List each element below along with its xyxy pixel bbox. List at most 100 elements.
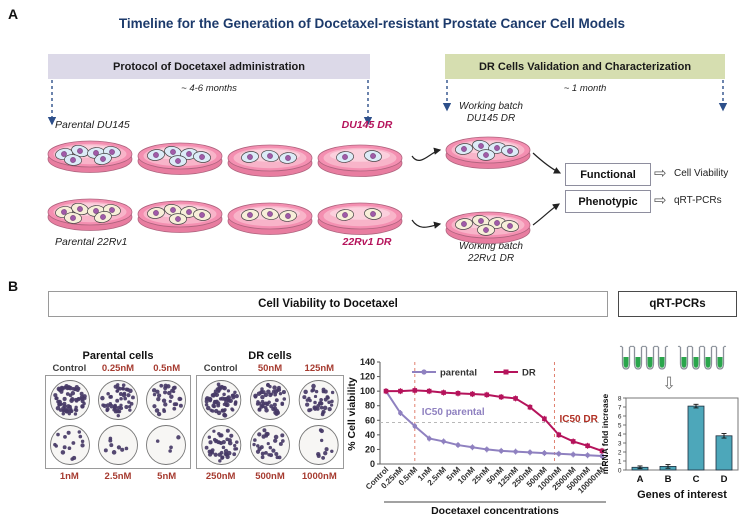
cell	[169, 155, 187, 167]
svg-text:4: 4	[618, 431, 622, 438]
dr-colony-wells	[201, 380, 339, 465]
cell	[261, 150, 279, 162]
svg-text:C: C	[693, 474, 700, 485]
qrtpcr-header-box: qRT-PCRs	[618, 291, 737, 317]
cell	[147, 207, 165, 219]
pcr-tube	[643, 345, 657, 370]
svg-text:2: 2	[618, 449, 622, 456]
dr-top-dose-labels: Control 50nM 125nM	[203, 363, 335, 374]
curved-arrow-to-phenotypic	[532, 203, 560, 226]
x-axis-title: Docetaxel concentrations	[431, 505, 559, 517]
parental-colony-box	[45, 375, 191, 469]
cell	[501, 145, 519, 157]
pcr-tube	[701, 345, 715, 370]
line-series-parental	[383, 388, 605, 459]
svg-text:40: 40	[365, 430, 375, 440]
cell	[364, 150, 382, 162]
colony-well	[298, 425, 339, 465]
cell	[94, 211, 112, 223]
validation-duration: ~ 1 month	[563, 83, 607, 94]
dr-colony-panel: Control 50nM 125nM 250nM 500nM 1000nM	[196, 363, 344, 482]
svg-text:100: 100	[360, 386, 375, 396]
petri-dish-22rv1-3	[227, 202, 313, 235]
pcr-tube	[677, 345, 691, 370]
petri-dish-du145-1	[47, 140, 133, 173]
cell	[455, 218, 473, 230]
svg-text:120: 120	[360, 372, 375, 382]
svg-text:DR: DR	[522, 368, 536, 379]
line-series-DR	[383, 387, 605, 454]
cell	[169, 213, 187, 225]
svg-text:140: 140	[360, 357, 375, 367]
protocol-duration: ~ 4-6 months	[181, 83, 237, 94]
dr-cells-title: DR cells	[248, 350, 292, 362]
du145-dr-label: DU145 DR	[341, 119, 393, 131]
svg-text:0: 0	[370, 459, 375, 469]
bar-C	[687, 403, 705, 471]
parental-cells-title: Parental cells	[82, 350, 154, 362]
petri-dish-22rv1-1	[47, 198, 133, 231]
petri-dish-working-du145	[445, 136, 531, 169]
dr-bottom-dose-labels: 250nM 500nM 1000nM	[205, 471, 337, 482]
cell	[336, 151, 354, 163]
functional-result-label: Cell Viability	[674, 168, 729, 179]
svg-text:parental: parental	[440, 368, 477, 379]
parental-bottom-dose-labels: 1nM 2.5nM 5nM	[59, 471, 177, 482]
svg-text:20: 20	[365, 444, 375, 454]
curved-arrow-to-working-batch	[411, 147, 442, 161]
right-arrow-icon: ⇨	[654, 165, 667, 182]
petri-dish-22rv1-dr	[317, 202, 403, 235]
cell	[241, 209, 259, 221]
protocol-header-label: Protocol of Docetaxel administration	[113, 60, 305, 73]
svg-text:80: 80	[365, 401, 375, 411]
panel-a-label: A	[8, 6, 19, 22]
svg-text:7: 7	[618, 404, 622, 411]
cell	[64, 212, 82, 224]
cell	[455, 143, 473, 155]
cell	[147, 149, 165, 161]
svg-text:D: D	[721, 474, 728, 485]
cell	[501, 220, 519, 232]
parental-du145-label: Parental DU145	[55, 119, 130, 131]
bar-B	[659, 464, 677, 471]
ic50-dr-annotation: IC50 DR	[559, 414, 598, 425]
x-axis-title: Genes of interest	[637, 489, 727, 501]
svg-text:8: 8	[618, 395, 622, 402]
bar-D	[715, 433, 733, 471]
cell	[241, 151, 259, 163]
cell	[193, 209, 211, 221]
curved-arrow-to-working-batch	[411, 219, 442, 229]
cell	[477, 149, 495, 161]
figure-title: Timeline for the Generation of Docetaxel…	[118, 16, 626, 31]
parental-colony-panel: Control 0.25nM 0.5nM 1nM 2.5nM 5nM	[45, 363, 191, 482]
svg-text:B: B	[665, 474, 672, 485]
working-batch-22rv1-label: Working batch 22Rv1 DR	[459, 241, 523, 264]
svg-text:1: 1	[618, 458, 622, 465]
parental-top-dose-labels: Control 0.25nM 0.5nM	[52, 363, 181, 374]
down-arrow-icon: ⇩	[662, 374, 677, 393]
pcr-tube	[655, 345, 669, 370]
cell	[336, 209, 354, 221]
working-batch-du145-label: Working batch DU145 DR	[459, 101, 523, 124]
viability-line-chart: 020406080100120140Control0.25nM0.5nM1nM2…	[346, 357, 607, 517]
22rv1-dr-label: 22Rv1 DR	[342, 236, 392, 248]
petri-dish-working-22rv1	[445, 211, 531, 244]
svg-text:60: 60	[365, 415, 375, 425]
curved-arrow-to-functional	[532, 152, 562, 174]
timeline-arrows	[47, 80, 728, 229]
right-arrow-icon: ⇨	[654, 192, 667, 209]
parental-colony-wells	[50, 380, 186, 465]
cell	[279, 210, 297, 222]
svg-text:5: 5	[618, 422, 622, 429]
chart-legend: parental DR	[412, 368, 536, 379]
cell	[193, 151, 211, 163]
pcr-tube	[631, 345, 645, 370]
phenotypic-box: Phenotypic	[565, 190, 651, 213]
panel-b-label: B	[8, 278, 19, 294]
cell	[261, 208, 279, 220]
dr-colony-box	[196, 375, 344, 469]
validation-header-label: DR Cells Validation and Characterization	[478, 60, 692, 73]
svg-text:0: 0	[618, 467, 622, 474]
cell	[64, 154, 82, 166]
